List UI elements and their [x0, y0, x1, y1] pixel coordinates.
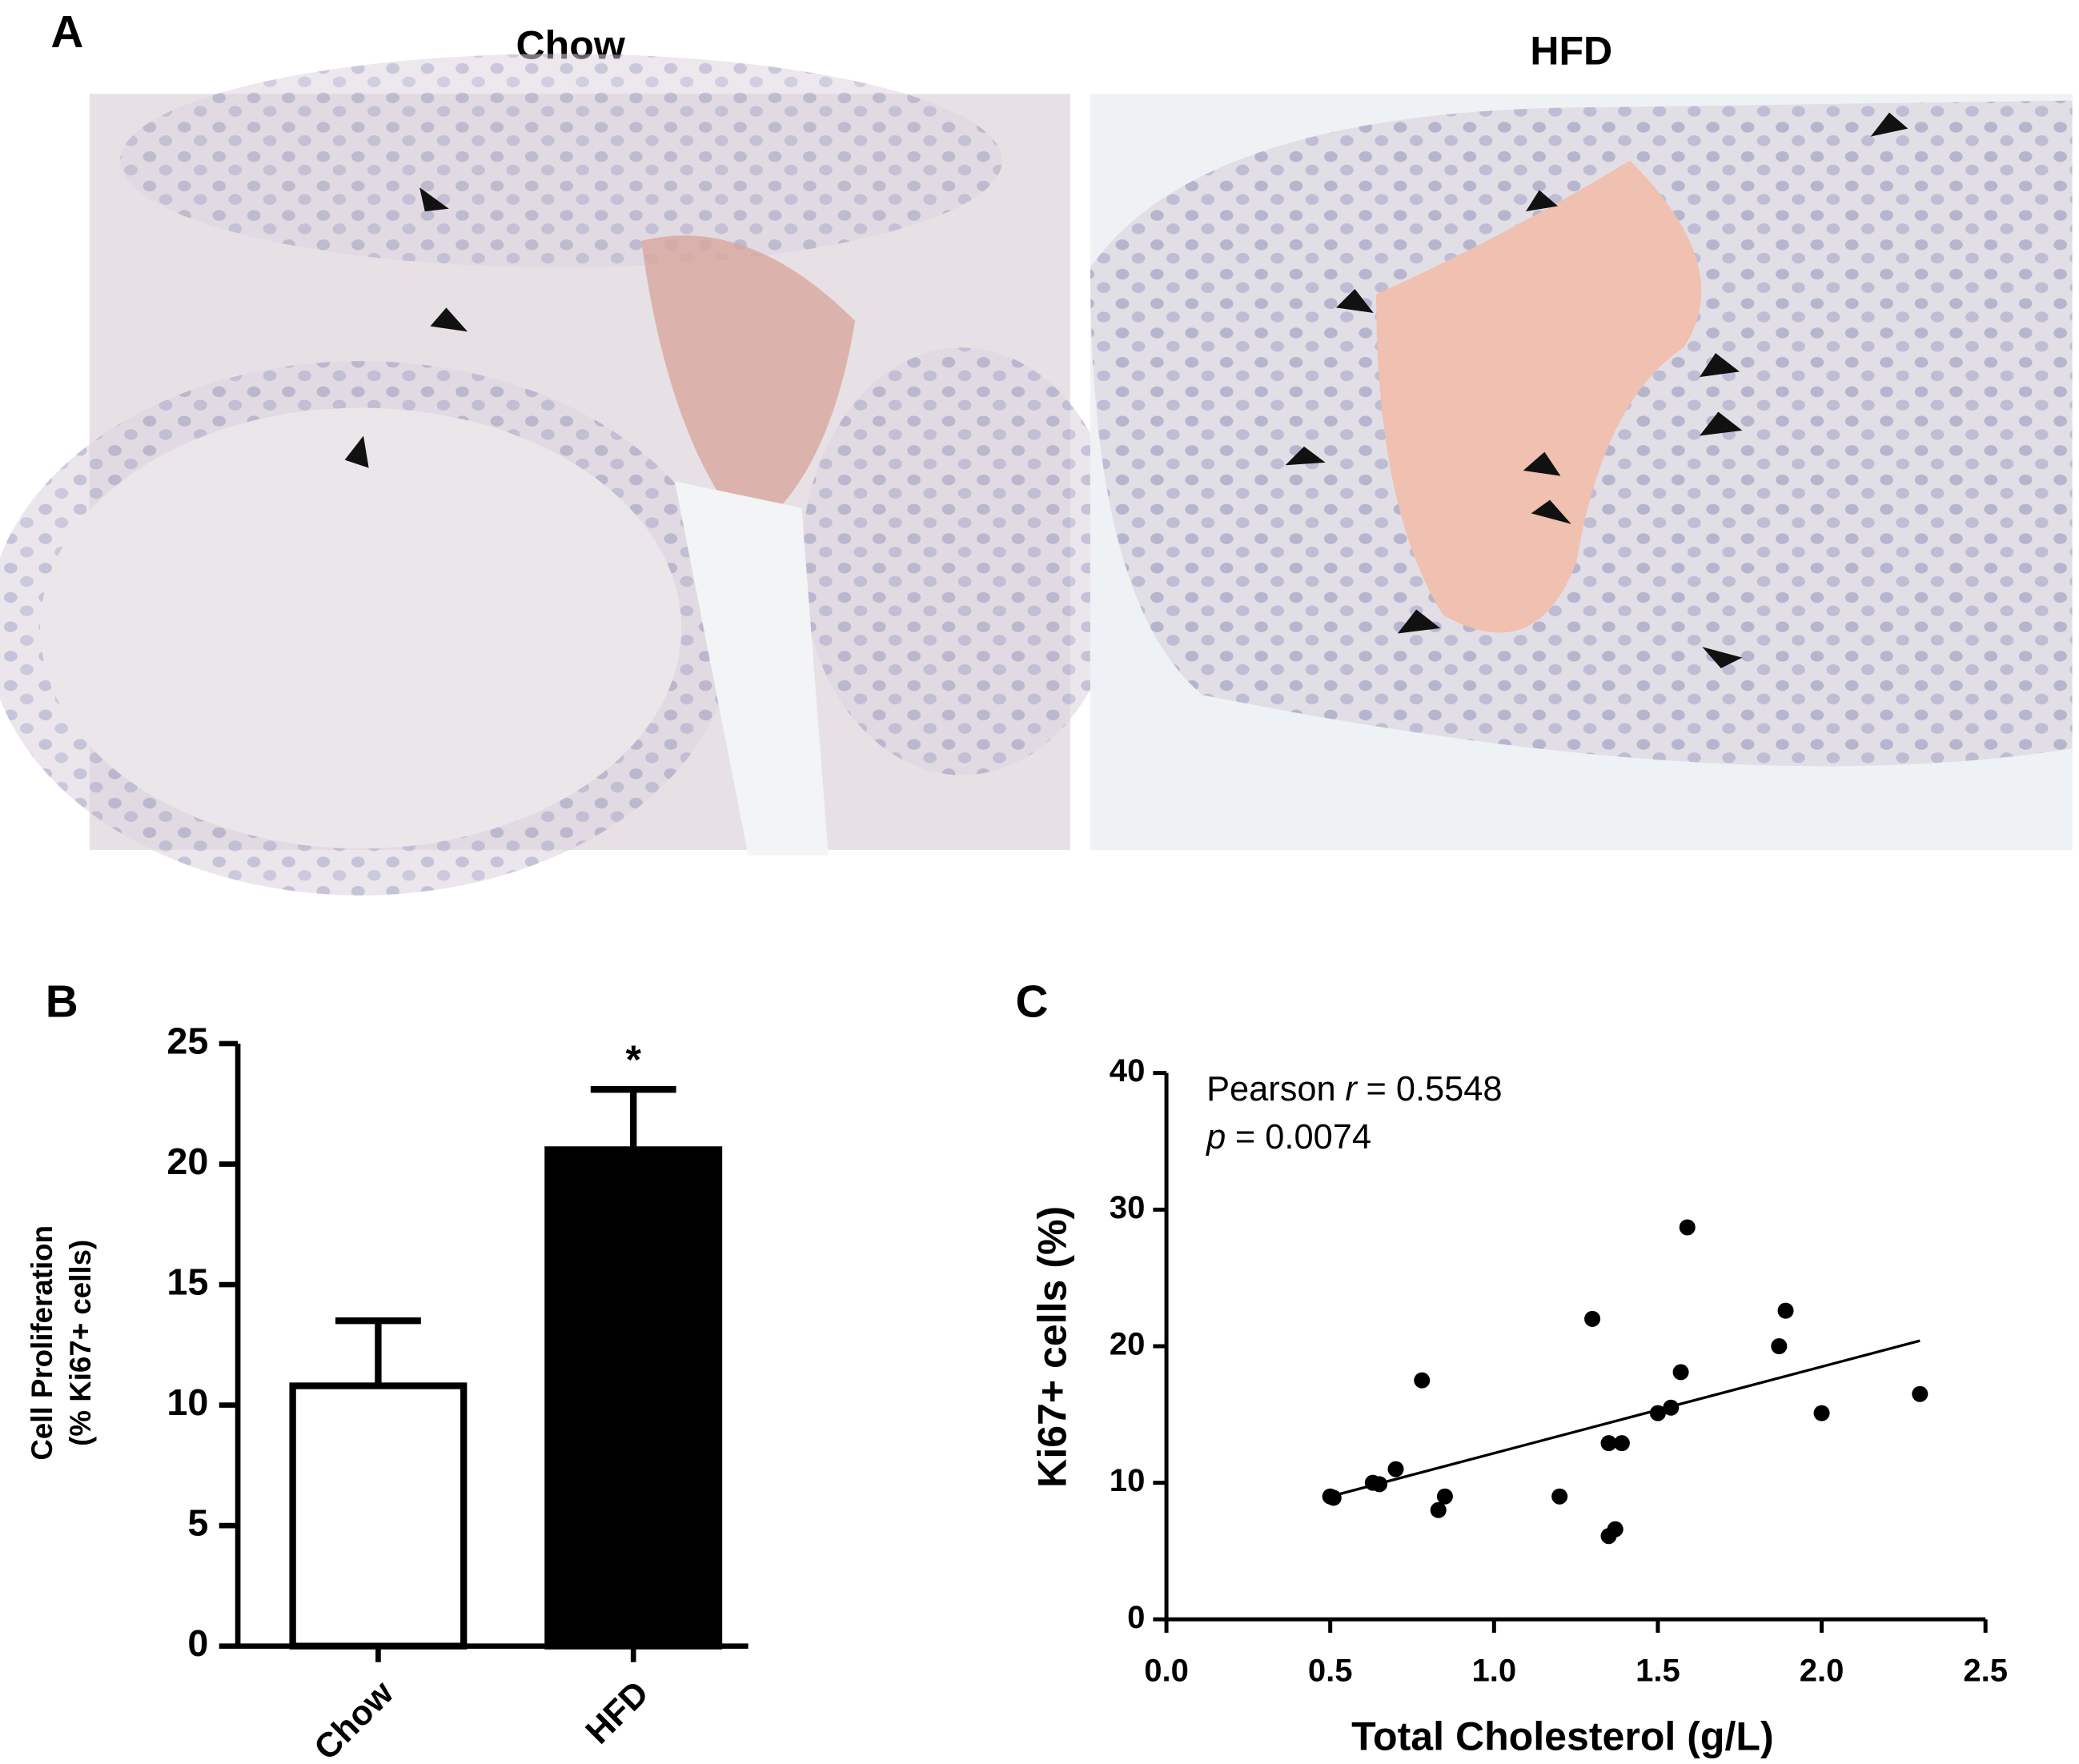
x-tick-label: 2.0 [1800, 1654, 1844, 1689]
point [1387, 1461, 1404, 1477]
point [1649, 1405, 1666, 1421]
point [1663, 1399, 1680, 1416]
bar [544, 1146, 723, 1650]
y-axis-label: (% Ki67+ cells) [64, 1240, 97, 1446]
point [1325, 1489, 1342, 1506]
x-tick-label: 0.0 [1144, 1654, 1189, 1689]
y-axis-label: Ki67+ cells (%) [1030, 1206, 1075, 1488]
stat-value: = 0.0074 [1235, 1119, 1371, 1157]
micrograph-title: HFD [1530, 28, 1612, 73]
point [1371, 1476, 1388, 1493]
micrograph [0, 54, 1122, 896]
stat-text: Pearson r = 0.5548 [1206, 1071, 1502, 1109]
x-tick-label: HFD [579, 1674, 656, 1751]
y-tick-label: 0 [187, 1622, 208, 1664]
point [1551, 1488, 1568, 1505]
x-tick-label: 1.0 [1471, 1654, 1516, 1689]
x-tick-label: 1.5 [1636, 1654, 1680, 1689]
point [1584, 1310, 1601, 1327]
stat-label: Pearson [1206, 1071, 1336, 1109]
y-tick-label: 10 [167, 1381, 208, 1423]
panel-label: A [50, 7, 83, 58]
point [1430, 1501, 1447, 1518]
y-tick-label: 5 [187, 1501, 208, 1543]
x-tick-label: Chow [307, 1674, 402, 1764]
point [1679, 1219, 1696, 1236]
point [1777, 1302, 1794, 1319]
point [1600, 1435, 1617, 1452]
point [1607, 1521, 1623, 1537]
y-tick-label: 20 [167, 1141, 208, 1182]
bar [289, 1382, 468, 1650]
y-tick-label: 30 [1110, 1190, 1146, 1225]
fit-line [1330, 1339, 1920, 1498]
point [1771, 1337, 1788, 1354]
point [1813, 1405, 1830, 1421]
y-tick-label: 10 [1110, 1463, 1146, 1498]
y-axis-label: Cell Proliferation [26, 1225, 58, 1461]
annotation: * [625, 1037, 641, 1082]
y-tick-label: 15 [167, 1261, 208, 1302]
x-axis-label: Total Cholesterol (g/L) [1351, 1714, 1774, 1759]
y-tick-label: 20 [1110, 1327, 1146, 1362]
micrograph [1090, 94, 2073, 850]
point [1613, 1435, 1630, 1452]
stat-text: p = 0.0074 [1205, 1119, 1371, 1157]
stat-value: = 0.5548 [1367, 1071, 1503, 1109]
panel-label: C [1015, 977, 1048, 1028]
panel-label: B [46, 977, 78, 1028]
y-tick-label: 40 [1110, 1053, 1146, 1088]
stat-symbol: p [1205, 1119, 1226, 1157]
point [1912, 1385, 1928, 1402]
y-tick-label: 0 [1127, 1600, 1145, 1635]
point [1672, 1364, 1689, 1381]
stat-symbol: r [1345, 1071, 1358, 1109]
y-tick-label: 25 [167, 1020, 208, 1061]
x-tick-label: 0.5 [1308, 1654, 1353, 1689]
x-tick-label: 2.5 [1963, 1654, 2008, 1689]
point [1436, 1488, 1453, 1505]
point [1414, 1372, 1431, 1389]
